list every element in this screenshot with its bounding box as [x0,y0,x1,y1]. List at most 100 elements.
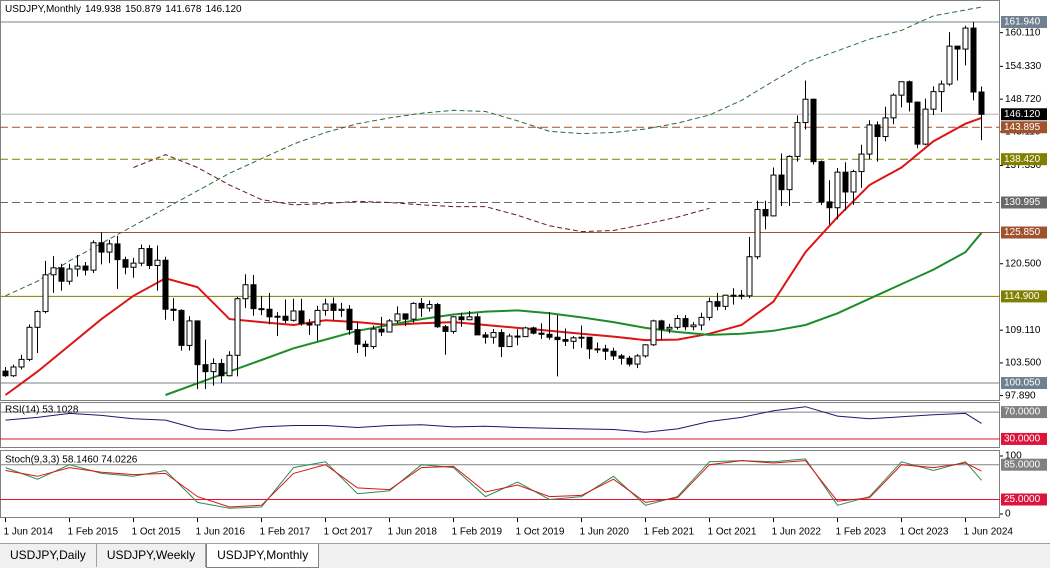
level-label-bg [1001,153,1047,166]
level-label-bg [1001,406,1047,419]
candle-body [154,259,161,266]
level-label: 85.0000 [1004,459,1041,470]
candle-body [570,337,577,342]
candle-body [538,332,545,335]
tab[interactable]: USDJPY,Weekly [97,544,207,567]
candle-body [858,153,865,173]
candle-body [642,344,649,357]
chart: 160.110154.330148.720143.110137.330120.5… [0,0,1047,538]
candle-body [250,284,257,310]
candle-body [450,316,457,332]
indicator-line [5,6,982,297]
level-label: 114.900 [1004,291,1040,302]
y-tick-label: 120.500 [1005,258,1042,269]
candle-body [426,304,433,309]
stoch-panel [0,450,1000,518]
y-tick-label: 97.890 [1005,390,1036,401]
candle-body [890,94,897,119]
level-label: 161.940 [1004,17,1041,28]
candle-body [266,308,273,318]
candle-body [938,83,945,93]
y-tick-label: 109.110 [1005,325,1041,336]
tab[interactable]: USDJPY,Monthly [206,544,320,568]
candle-body [82,265,89,271]
candle-body [802,98,809,124]
level-label-bg [1001,377,1047,390]
candle-body [490,332,497,338]
level-label-bg [1001,121,1047,134]
candle-body [50,267,57,276]
x-tick-label: 1 Oct 2017 [324,527,373,538]
candle-body [410,302,417,320]
candle-body [34,311,41,328]
candle-body [818,161,825,203]
level-label: 130.995 [1004,197,1041,208]
y-tick-label: 137.330 [1005,160,1042,171]
candle-body [954,45,961,50]
level-label: 100.050 [1004,378,1041,389]
candle-body [906,81,913,103]
candle-body [442,326,449,332]
tab-bar: USDJPY,Daily USDJPY,Weekly USDJPY,Monthly [0,543,1050,568]
candle-body [306,322,313,326]
candle-body [618,355,625,359]
level-label-bg [1001,493,1047,506]
candle-body [466,316,473,321]
level-label-bg [1001,290,1047,303]
level-label: 146.120 [1004,109,1041,120]
level-label: 138.420 [1004,154,1041,165]
candle-body [282,315,289,321]
level-label-bg [1001,196,1047,209]
y-tick-label: 160.110 [1005,27,1041,38]
candle-body [10,366,17,377]
candle-body [130,262,137,268]
y-tick-label: 154.330 [1005,61,1042,72]
stoch-line [5,458,982,509]
level-label: 70.0000 [1004,407,1041,418]
candle-body [682,318,689,328]
candle-body [18,358,25,368]
candle-body [402,313,409,320]
candle-body [498,332,505,348]
candle-body [258,308,265,311]
candle-body [298,310,305,324]
candle-body [578,336,585,339]
x-tick-label: 1 Oct 2021 [708,527,757,538]
candle-body [882,117,889,138]
level-label: 25.0000 [1004,494,1041,505]
candle-body [554,336,561,341]
level-label-bg [1001,432,1047,445]
candle-body [314,309,321,326]
candle-body [730,294,737,297]
candle-body [394,313,401,322]
candle-body [650,320,657,346]
stoch-line [5,460,982,508]
candle-body [898,81,905,96]
candle-body [810,98,817,163]
tab[interactable]: USDJPY,Daily [0,544,97,567]
candle-body [866,124,873,155]
rsi-plot [0,406,1000,440]
candle-body [234,298,241,356]
candle-body [370,328,377,348]
candle-body [826,201,833,209]
main-plot [0,6,1000,396]
x-tick-label: 1 Jun 2018 [388,527,438,538]
candle-body [586,336,593,350]
candle-body [946,45,953,85]
candle-body [674,318,681,328]
x-tick-label: 1 Oct 2023 [900,527,949,538]
x-tick-label: 1 Jun 2020 [580,527,630,538]
candle-body [914,101,921,145]
x-tick-label: 1 Feb 2015 [68,527,119,538]
candle-body [762,208,769,217]
candle-body [922,108,929,145]
candle-body [74,265,81,270]
level-label-bg [1001,15,1047,28]
candle-body [378,328,385,333]
x-tick-label: 1 Oct 2015 [132,527,181,538]
candle-body [482,334,489,338]
candle-body [506,335,513,348]
candle-body [242,284,249,300]
